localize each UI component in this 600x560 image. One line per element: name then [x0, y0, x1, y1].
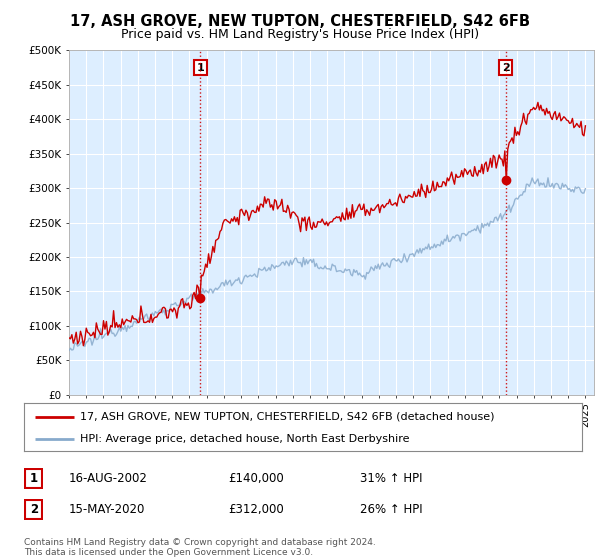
Text: £140,000: £140,000: [228, 472, 284, 486]
FancyBboxPatch shape: [25, 469, 43, 488]
Text: 26% ↑ HPI: 26% ↑ HPI: [360, 503, 422, 516]
Text: 2: 2: [502, 63, 509, 73]
Text: Price paid vs. HM Land Registry's House Price Index (HPI): Price paid vs. HM Land Registry's House …: [121, 28, 479, 41]
Text: 1: 1: [29, 472, 38, 486]
FancyBboxPatch shape: [25, 500, 43, 519]
Text: 17, ASH GROVE, NEW TUPTON, CHESTERFIELD, S42 6FB (detached house): 17, ASH GROVE, NEW TUPTON, CHESTERFIELD,…: [80, 412, 494, 422]
Text: 16-AUG-2002: 16-AUG-2002: [69, 472, 148, 486]
Text: HPI: Average price, detached house, North East Derbyshire: HPI: Average price, detached house, Nort…: [80, 434, 409, 444]
Text: 1: 1: [196, 63, 204, 73]
Text: Contains HM Land Registry data © Crown copyright and database right 2024.
This d: Contains HM Land Registry data © Crown c…: [24, 538, 376, 557]
Text: 15-MAY-2020: 15-MAY-2020: [69, 503, 145, 516]
Text: 17, ASH GROVE, NEW TUPTON, CHESTERFIELD, S42 6FB: 17, ASH GROVE, NEW TUPTON, CHESTERFIELD,…: [70, 14, 530, 29]
Text: £312,000: £312,000: [228, 503, 284, 516]
Text: 2: 2: [29, 503, 38, 516]
Text: 31% ↑ HPI: 31% ↑ HPI: [360, 472, 422, 486]
